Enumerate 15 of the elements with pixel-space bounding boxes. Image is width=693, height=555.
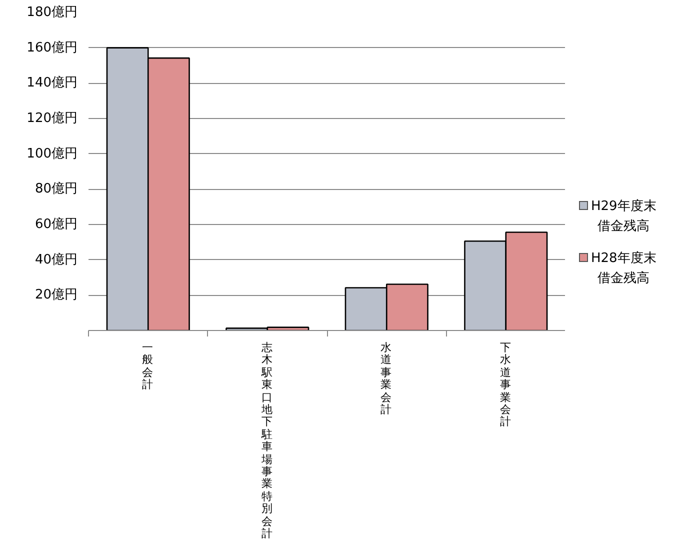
y-tick-label: 100億円 bbox=[26, 146, 78, 162]
x-tick-label: 一般会計 bbox=[141, 341, 154, 392]
y-tick-label: 40億円 bbox=[34, 252, 78, 268]
category-label: 志木駅東口地下駐車場事業特別会計 bbox=[261, 341, 272, 540]
x-tick-label: 下水道事業会計 bbox=[498, 341, 512, 429]
y-tick-label: 120億円 bbox=[26, 111, 78, 126]
y-tick-label: 160億円 bbox=[26, 40, 78, 56]
y-tick-label: 140億円 bbox=[26, 76, 78, 91]
y-tick-label: 80億円 bbox=[34, 182, 78, 197]
x-tick-label: 水道事業会計 bbox=[380, 341, 393, 416]
legend-label: H29年度末借金残高 bbox=[591, 199, 656, 234]
y-tick-label: 60億円 bbox=[34, 217, 78, 232]
y-tick-label: 20億円 bbox=[34, 288, 78, 303]
y-tick-label: 180億円 bbox=[26, 5, 78, 20]
legend-label: H28年度末借金残高 bbox=[591, 251, 656, 286]
